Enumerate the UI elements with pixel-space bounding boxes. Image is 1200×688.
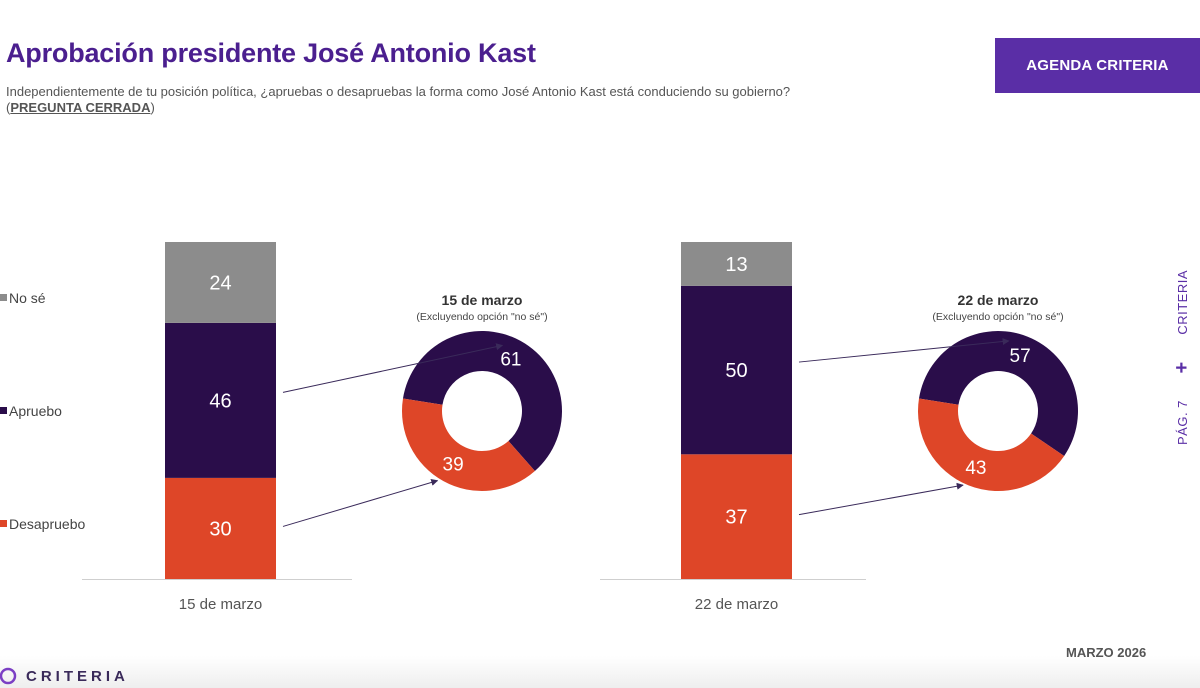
question-body: Independientemente de tu posición políti…: [6, 84, 791, 99]
page-title: Aprobación presidente José Antonio Kast: [6, 38, 536, 68]
question-tag: PREGUNTA CERRADA: [10, 100, 151, 115]
bar-apruebo-1: [165, 322, 276, 478]
criteria-logo-icon: [0, 667, 17, 685]
arrow-apruebo-1: [282, 343, 504, 393]
donut-title: 15 de marzo: [442, 292, 523, 308]
footer-logo: CRITERIA: [0, 664, 129, 688]
donut-subtitle: (Excluyendo opción "no sé"): [932, 311, 1063, 323]
footer-date: MARZO 2026: [1066, 645, 1147, 660]
donut-value-label: 43: [965, 458, 986, 479]
legend-swatch-no-s: [0, 294, 7, 301]
legend-swatch-apruebo: [0, 407, 7, 414]
bar-desapruebo-2: [681, 454, 792, 579]
legend-label: No sé: [9, 290, 46, 306]
agenda-criteria-button[interactable]: AGENDA CRITERIA: [995, 38, 1200, 93]
donut-slice-desapruebo: [917, 398, 1065, 492]
legend-label: Apruebo: [9, 403, 62, 419]
x-tick-label: 22 de marzo: [695, 596, 778, 613]
arrow-apruebo-2: [798, 338, 1010, 363]
footer-logo-text: CRITERIA: [26, 667, 129, 685]
legend-label: Desapruebo: [9, 516, 85, 532]
donut-value-label: 61: [500, 349, 521, 370]
bar-desapruebo-1: [165, 477, 276, 579]
donut-slice-desapruebo: [402, 398, 535, 491]
legend-swatch-desapruebo: [0, 520, 7, 527]
x-tick-label: 15 de marzo: [179, 596, 262, 613]
donut-title: 22 de marzo: [958, 292, 1039, 308]
arrow-desapruebo-2: [798, 482, 964, 516]
donut-subtitle: (Excluyendo opción "no sé"): [416, 311, 547, 323]
bar-apruebo-2: [681, 285, 792, 455]
bar-no-s-1: [165, 242, 276, 323]
bar-value-label: 30: [209, 518, 231, 540]
bar-value-label: 13: [725, 254, 747, 276]
bar-value-label: 50: [725, 360, 747, 382]
donut-value-label: 39: [443, 455, 464, 476]
question-text: Independientemente de tu posición políti…: [6, 84, 791, 115]
bar-value-label: 24: [209, 272, 231, 294]
bar-value-label: 37: [725, 507, 747, 529]
bar-no-s-2: [681, 242, 792, 286]
donut-value-label: 57: [1010, 346, 1031, 367]
donut-slice-apruebo: [402, 331, 562, 472]
donut-slice-apruebo: [918, 331, 1078, 456]
bar-value-label: 46: [209, 390, 231, 412]
arrow-desapruebo-1: [282, 479, 439, 527]
